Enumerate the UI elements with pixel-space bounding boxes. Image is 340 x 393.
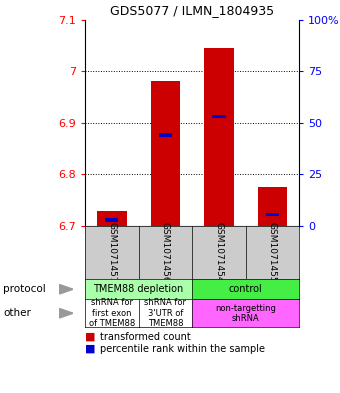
Polygon shape bbox=[59, 309, 73, 318]
Text: ■: ■ bbox=[85, 332, 96, 342]
Text: GSM1071454: GSM1071454 bbox=[215, 222, 223, 283]
Text: control: control bbox=[229, 284, 262, 294]
Bar bbox=[105, 218, 118, 222]
Text: TMEM88 depletion: TMEM88 depletion bbox=[94, 284, 184, 294]
Text: shRNA for
3'UTR of
TMEM88: shRNA for 3'UTR of TMEM88 bbox=[144, 298, 186, 328]
Text: ■: ■ bbox=[85, 343, 96, 354]
Polygon shape bbox=[59, 285, 73, 294]
Bar bbox=[151, 81, 180, 226]
Text: non-targetting
shRNA: non-targetting shRNA bbox=[215, 303, 276, 323]
Bar bbox=[266, 213, 279, 217]
Text: percentile rank within the sample: percentile rank within the sample bbox=[100, 343, 265, 354]
Bar bbox=[97, 211, 126, 226]
Text: shRNA for
first exon
of TMEM88: shRNA for first exon of TMEM88 bbox=[89, 298, 135, 328]
Title: GDS5077 / ILMN_1804935: GDS5077 / ILMN_1804935 bbox=[110, 4, 274, 17]
Text: GSM1071455: GSM1071455 bbox=[268, 222, 277, 283]
Text: GSM1071456: GSM1071456 bbox=[161, 222, 170, 283]
Bar bbox=[258, 187, 287, 226]
Bar bbox=[212, 115, 225, 118]
Text: transformed count: transformed count bbox=[100, 332, 191, 342]
Text: GSM1071457: GSM1071457 bbox=[107, 222, 116, 283]
Bar bbox=[159, 133, 172, 137]
Text: protocol: protocol bbox=[3, 284, 46, 294]
Text: other: other bbox=[3, 308, 31, 318]
Bar bbox=[204, 48, 234, 226]
